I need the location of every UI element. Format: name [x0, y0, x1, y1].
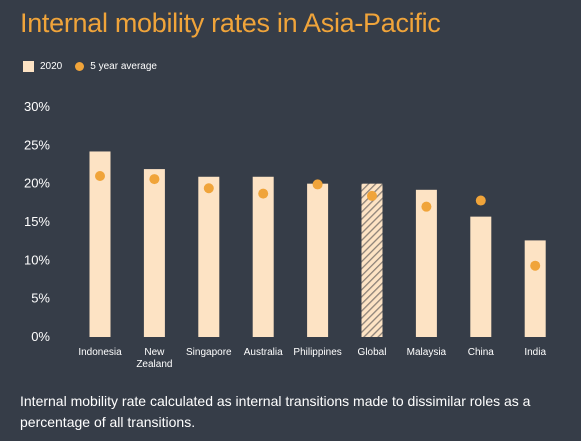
x-tick-label: Global — [358, 347, 387, 358]
dot-5-year-average-philippines — [312, 179, 323, 190]
x-tick-label: India — [524, 347, 546, 358]
x-tick-label: Australia — [244, 347, 283, 358]
bar-2020-global — [361, 183, 383, 337]
dot-5-year-average-india — [530, 260, 541, 271]
chart-plot: 0% 5% 10% 15% 20% 25% 30% Indonesia New Zealand S… — [24, 99, 547, 370]
y-tick-label: 15% — [24, 214, 50, 229]
dot-5-year-average-global — [367, 190, 377, 201]
y-tick-label: 0% — [31, 329, 50, 344]
y-tick-label: 25% — [24, 137, 50, 152]
dot-5-year-average-malaysia — [421, 201, 432, 212]
bar-2020-philippines — [307, 183, 329, 337]
legend: 2020 5 year average — [23, 61, 157, 72]
x-tick-label: Indonesia — [78, 347, 122, 358]
dot-5-year-average-new-zealand — [149, 174, 160, 185]
dot-5-year-average-singapore — [203, 183, 214, 194]
chart-title: Internal mobility rates in Asia-Pacific — [20, 8, 441, 38]
x-tick-label: Philippines — [293, 347, 341, 358]
legend-label-2020: 2020 — [40, 61, 63, 72]
bar-2020-australia — [252, 176, 274, 337]
bar-2020-china — [470, 216, 492, 337]
dot-5-year-average-australia — [258, 188, 269, 199]
legend-swatch-2020 — [23, 61, 34, 72]
dot-5-year-average-china — [475, 195, 486, 206]
dot-5-year-average-indonesia — [95, 171, 105, 181]
bar-2020-new-zealand — [143, 169, 165, 337]
bar-2020-india — [524, 240, 546, 337]
x-tick-label: New Zealand — [136, 347, 172, 370]
legend-label-5-year-average: 5 year average — [90, 61, 157, 72]
bar-2020-indonesia — [89, 151, 111, 337]
footnote: Internal mobility rate calculated as int… — [20, 393, 531, 430]
x-tick-label: Malaysia — [407, 347, 447, 358]
x-tick-label: Singapore — [186, 347, 232, 358]
legend-dot-5-year-average — [75, 62, 85, 71]
bar-2020-singapore — [198, 176, 220, 337]
y-tick-label: 30% — [24, 99, 50, 114]
y-tick-label: 5% — [31, 291, 50, 306]
y-tick-label: 10% — [24, 252, 50, 267]
y-tick-label: 20% — [24, 176, 50, 191]
bar-2020-malaysia — [415, 189, 437, 337]
x-tick-label: China — [468, 347, 495, 358]
